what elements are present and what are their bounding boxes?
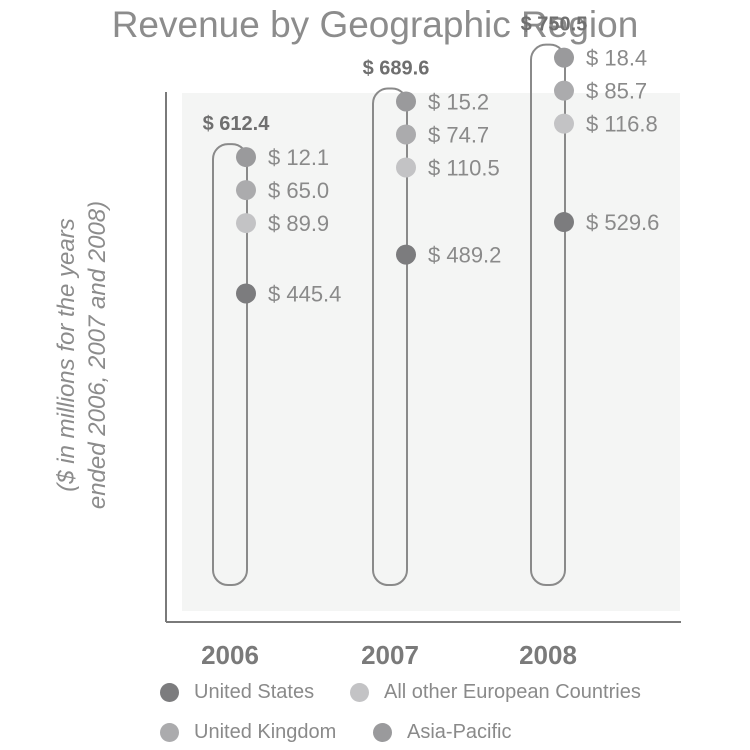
value-label-united-states-2006: $ 445.4: [268, 281, 341, 306]
x-tick-label-2006: 2006: [201, 640, 259, 670]
total-label-2008: $ 750.5: [521, 14, 588, 36]
capsule-2007: [372, 87, 408, 586]
marker-all-other-european-countries-2008: [554, 113, 574, 134]
capsule-2008: [530, 43, 566, 586]
marker-united-states-2007: [396, 244, 416, 265]
total-label-2006: $ 612.4: [203, 113, 271, 135]
value-label-all-other-european-countries-2007: $ 110.5: [428, 155, 500, 180]
value-label-united-states-2008: $ 529.6: [586, 210, 659, 235]
value-label-united-kingdom-2006: $ 65.0: [268, 178, 329, 203]
capsule-2006: [212, 143, 248, 587]
marker-united-kingdom-2007: [396, 124, 416, 145]
marker-united-kingdom-2006: [236, 180, 256, 201]
value-label-all-other-european-countries-2006: $ 89.9: [268, 211, 329, 236]
value-label-asia-pacific-2007: $ 15.2: [428, 89, 489, 114]
marker-asia-pacific-2006: [236, 147, 256, 168]
marker-all-other-european-countries-2006: [236, 213, 256, 234]
marker-united-states-2008: [554, 212, 574, 233]
marker-united-kingdom-2008: [554, 80, 574, 101]
x-tick-label-2007: 2007: [361, 640, 419, 670]
value-label-united-kingdom-2007: $ 74.7: [428, 122, 489, 147]
plot-background: [182, 93, 680, 611]
x-tick-label-2008: 2008: [519, 640, 577, 670]
value-label-asia-pacific-2006: $ 12.1: [268, 145, 329, 170]
marker-asia-pacific-2008: [554, 47, 574, 68]
chart-title: Revenue by Geographic Region: [111, 4, 639, 45]
value-label-all-other-european-countries-2008: $ 116.8: [586, 112, 658, 137]
value-label-united-kingdom-2008: $ 85.7: [586, 79, 647, 104]
marker-united-states-2006: [236, 283, 256, 304]
marker-all-other-european-countries-2007: [396, 157, 416, 178]
marker-asia-pacific-2007: [396, 91, 416, 112]
value-label-united-states-2007: $ 489.2: [428, 243, 501, 268]
total-label-2007: $ 689.6: [363, 57, 430, 79]
value-label-asia-pacific-2008: $ 18.4: [586, 46, 647, 71]
